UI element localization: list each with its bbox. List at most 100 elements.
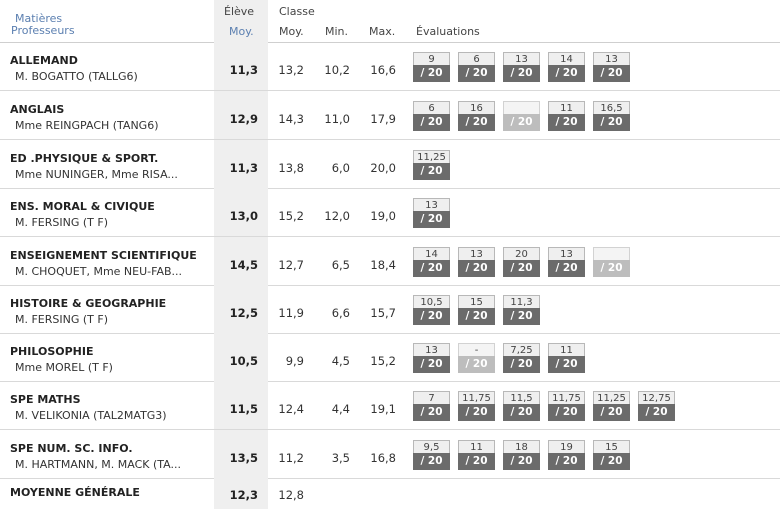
grade-denominator: / 20 — [413, 114, 450, 131]
grade-box[interactable]: / 20 — [503, 101, 540, 131]
classe-min: 4,5 — [331, 354, 350, 368]
general-average-label: MOYENNE GÉNÉRALE — [10, 486, 140, 499]
teacher-name: M. VELIKONIA (TAL2MATG3) — [15, 409, 167, 422]
grade-box[interactable]: 13/ 20 — [593, 52, 630, 82]
classe-max: 17,9 — [370, 112, 396, 126]
grade-value: 16 — [458, 101, 495, 114]
grade-value: 9 — [413, 52, 450, 65]
classe-min: 3,5 — [331, 451, 350, 465]
grade-box[interactable]: 16,5/ 20 — [593, 101, 630, 131]
grade-box[interactable]: 10,5/ 20 — [413, 295, 450, 325]
table-row[interactable]: ENS. MORAL & CIVIQUE M. FERSING (T F) 13,0… — [0, 188, 780, 237]
grade-denominator: / 20 — [593, 404, 630, 421]
classe-min: 6,6 — [331, 306, 350, 320]
classe-max: 15,7 — [370, 306, 396, 320]
eleve-column-bg — [214, 91, 268, 139]
grade-box[interactable]: 13/ 20 — [413, 198, 450, 228]
subject-name: SPE NUM. SC. INFO. — [10, 442, 133, 455]
header-professeurs[interactable]: Professeurs — [11, 24, 75, 37]
grade-denominator: / 20 — [593, 65, 630, 82]
grade-value: 13 — [593, 52, 630, 65]
grade-value: 10,5 — [413, 295, 450, 308]
grade-box[interactable]: 19/ 20 — [548, 440, 585, 470]
table-row[interactable]: SPE NUM. SC. INFO. M. HARTMANN, M. MACK (… — [0, 430, 780, 479]
grade-box[interactable]: 13/ 20 — [458, 247, 495, 277]
grade-box[interactable]: / 20 — [593, 247, 630, 277]
subject-name: PHILOSOPHIE — [10, 345, 94, 358]
header-eleve: Élève — [224, 5, 255, 18]
classe-average: 12,7 — [278, 258, 304, 272]
table-row[interactable]: ENSEIGNEMENT SCIENTIFIQUE M. CHOQUET, Mme… — [0, 237, 780, 286]
grade-box[interactable]: 13/ 20 — [503, 52, 540, 82]
grade-value: 13 — [413, 343, 450, 356]
table-row[interactable]: ANGLAIS Mme REINGPACH (TANG6) 12,9 14,3 11,0… — [0, 91, 780, 140]
grade-box[interactable]: 9,5/ 20 — [413, 440, 450, 470]
teacher-name: M. FERSING (T F) — [15, 313, 109, 326]
grade-value: 11,5 — [503, 391, 540, 404]
grade-box[interactable]: 7/ 20 — [413, 391, 450, 421]
grade-box[interactable]: 13/ 20 — [413, 343, 450, 373]
classe-max: 20,0 — [370, 161, 396, 175]
grade-box[interactable]: 16/ 20 — [458, 101, 495, 131]
grade-box[interactable]: 7,25/ 20 — [503, 343, 540, 373]
table-row[interactable]: PHILOSOPHIE Mme MOREL (T F) 10,5 9,9 4,5 15,2… — [0, 333, 780, 382]
grade-value: 16,5 — [593, 101, 630, 114]
classe-max: 19,1 — [370, 402, 396, 416]
grade-value: 11 — [458, 440, 495, 453]
classe-min: 11,0 — [324, 112, 350, 126]
table-row[interactable]: ED .PHYSIQUE & SPORT. Mme NUNINGER, Mme R… — [0, 140, 780, 189]
eleve-column-bg — [214, 430, 268, 478]
grade-box[interactable]: 18/ 20 — [503, 440, 540, 470]
grade-box[interactable]: 6/ 20 — [458, 52, 495, 82]
grade-denominator: / 20 — [503, 404, 540, 421]
eleve-column-bg — [214, 140, 268, 188]
grade-value — [503, 101, 540, 114]
grade-box[interactable]: 6/ 20 — [413, 101, 450, 131]
grade-box[interactable]: 20/ 20 — [503, 247, 540, 277]
grade-box[interactable]: 11,25/ 20 — [593, 391, 630, 421]
eleve-average: 12,9 — [229, 112, 258, 126]
grade-denominator: / 20 — [458, 114, 495, 131]
table-row[interactable]: SPE MATHS M. VELIKONIA (TAL2MATG3) 11,5 12,… — [0, 381, 780, 430]
grade-box[interactable]: 15/ 20 — [593, 440, 630, 470]
classe-max: 16,8 — [370, 451, 396, 465]
grade-box[interactable]: 15/ 20 — [458, 295, 495, 325]
eleve-average: 11,3 — [229, 161, 258, 175]
grade-value: 11 — [548, 343, 585, 356]
header-matieres[interactable]: Matières — [15, 12, 63, 25]
grade-denominator: / 20 — [458, 65, 495, 82]
table-row[interactable]: HISTOIRE & GEOGRAPHIE M. FERSING (T F) 12,… — [0, 285, 780, 334]
grade-denominator: / 20 — [458, 260, 495, 277]
grade-box[interactable]: 13/ 20 — [548, 247, 585, 277]
grade-box[interactable]: 11/ 20 — [548, 101, 585, 131]
grade-box[interactable]: 9/ 20 — [413, 52, 450, 82]
grade-value: 15 — [593, 440, 630, 453]
subject-name: ENSEIGNEMENT SCIENTIFIQUE — [10, 249, 197, 262]
grade-value: 12,75 — [638, 391, 675, 404]
grade-box[interactable]: 11,3/ 20 — [503, 295, 540, 325]
grade-denominator: / 20 — [503, 260, 540, 277]
grade-value: - — [458, 343, 495, 356]
eleve-column-bg — [214, 42, 268, 90]
grade-box[interactable]: -/ 20 — [458, 343, 495, 373]
grade-box[interactable]: 11,25/ 20 — [413, 150, 450, 180]
grade-box[interactable]: 11/ 20 — [548, 343, 585, 373]
grade-value: 11,25 — [593, 391, 630, 404]
grade-box[interactable]: 14/ 20 — [548, 52, 585, 82]
eleve-column-bg — [214, 381, 268, 429]
classe-max: 15,2 — [370, 354, 396, 368]
grade-box[interactable]: 11,75/ 20 — [458, 391, 495, 421]
table-row[interactable]: ALLEMAND M. BOGATTO (TALLG6) 11,3 13,2 10,2 1… — [0, 42, 780, 91]
evaluations-list: 14/ 20 13/ 20 20/ 20 13/ 20/ 20 — [413, 247, 630, 277]
grade-denominator: / 20 — [413, 211, 450, 228]
general-average-row: MOYENNE GÉNÉRALE 12,3 12,8 — [0, 478, 780, 509]
grade-box[interactable]: 11/ 20 — [458, 440, 495, 470]
grade-box[interactable]: 11,75/ 20 — [548, 391, 585, 421]
header-eleve-moy[interactable]: Moy. — [229, 25, 254, 38]
grade-box[interactable]: 11,5/ 20 — [503, 391, 540, 421]
grade-box[interactable]: 12,75/ 20 — [638, 391, 675, 421]
grade-denominator: / 20 — [548, 114, 585, 131]
grade-box[interactable]: 14/ 20 — [413, 247, 450, 277]
classe-max: 18,4 — [370, 258, 396, 272]
evaluations-list: 9/ 20 6/ 20 13/ 20 14/ 20 13/ 20 — [413, 52, 630, 82]
